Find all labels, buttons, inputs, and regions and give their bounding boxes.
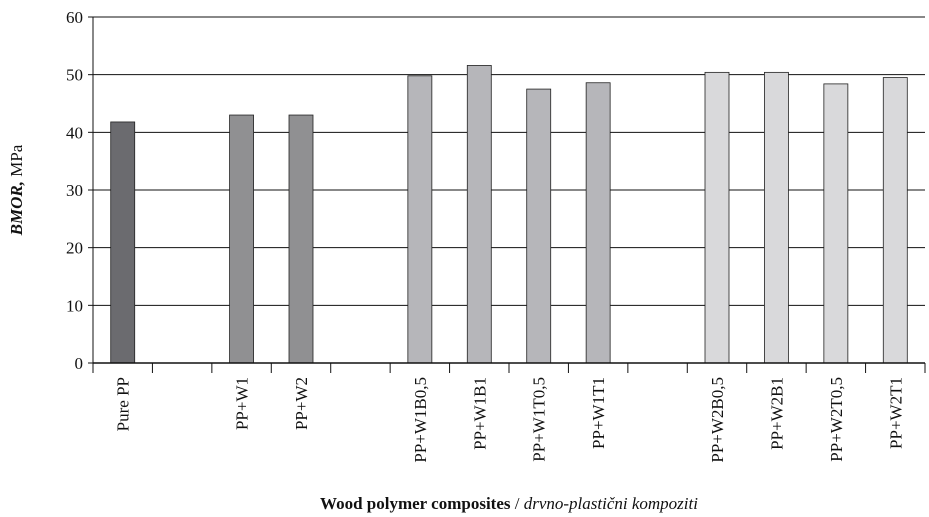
y-axis-label: BMOR, MPa (7, 144, 26, 236)
x-tick-label: PP+W1T1 (589, 377, 608, 449)
bar (229, 114, 254, 364)
x-tick-label: PP+W2T0,5 (827, 377, 846, 462)
y-label-unit: MPa (7, 144, 26, 177)
bar (882, 77, 908, 364)
bar (466, 65, 492, 364)
x-axis-label: Wood polymer composites / drvno-plastičn… (320, 494, 698, 513)
bar (407, 75, 433, 364)
y-tick-label: 50 (66, 66, 83, 85)
x-tick-label: PP+W1 (233, 377, 252, 430)
x-label-italic: drvno-plastični kompoziti (524, 494, 699, 513)
x-tick-label: PP+W1T0,5 (530, 377, 549, 462)
y-tick-label: 60 (66, 8, 83, 27)
x-tick-label: Pure PP (114, 377, 133, 431)
bar (288, 114, 314, 364)
x-label-sep: / (515, 494, 520, 513)
bar (764, 71, 789, 364)
bar (110, 121, 136, 364)
y-label-bold: BMOR, (7, 181, 26, 236)
x-tick-label: PP+W2T1 (886, 377, 905, 449)
y-tick-label: 30 (66, 181, 83, 200)
bar (585, 82, 611, 364)
x-tick-label: PP+W1B0,5 (411, 377, 430, 463)
y-tick-label: 20 (66, 239, 83, 258)
x-tick-label: PP+W2B0,5 (708, 377, 727, 463)
bar (704, 71, 730, 364)
bar (823, 83, 849, 364)
x-tick-label: PP+W2 (292, 377, 311, 430)
x-tick-label: PP+W1B1 (470, 377, 489, 450)
x-label-bold: Wood polymer composites (320, 494, 511, 513)
y-tick-label: 40 (66, 123, 83, 142)
bar (526, 88, 552, 364)
x-tick-label: PP+W2B1 (767, 377, 786, 450)
y-tick-label: 10 (66, 296, 83, 315)
y-tick-label: 0 (75, 354, 84, 373)
